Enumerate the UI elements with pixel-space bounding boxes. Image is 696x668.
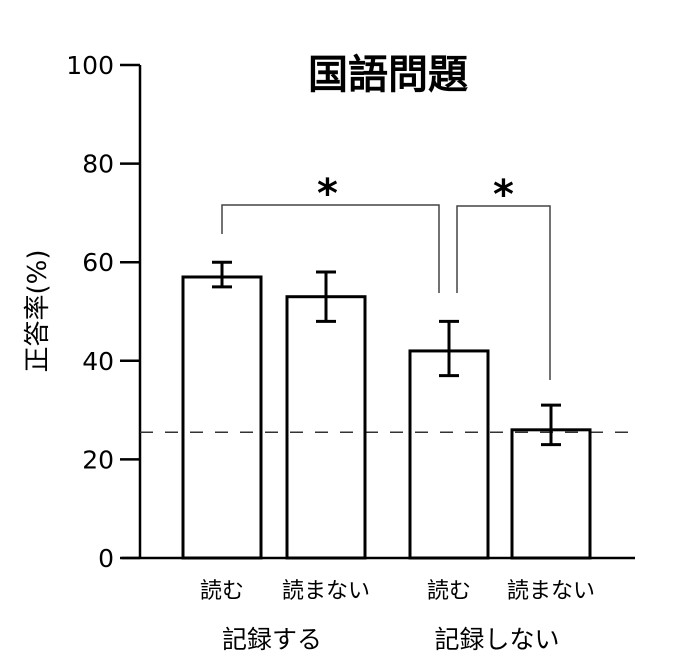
bars [181,260,592,560]
bar [181,260,263,560]
y-tick-label: 80 [82,150,114,179]
error-bar [439,319,459,378]
x-category-label: 読む [427,579,471,604]
y-tick-label: 60 [82,248,114,277]
significance-star: * [317,171,338,217]
y-axis-label-group: 正答率(%) [23,250,53,373]
x-category-label: 読まない [507,579,595,604]
y-tick-label: 100 [66,51,114,80]
x-group-label: 記録する [222,625,322,654]
y-tick-label: 0 [98,544,114,573]
significance-bracket: * [456,172,551,380]
y-tick-label: 20 [82,445,114,474]
chart-title: 国語問題 [308,52,468,98]
bar [285,270,367,560]
bar [510,403,592,560]
error-bar [212,260,232,289]
significance-bracket: * [221,171,440,293]
error-bar [541,403,561,447]
x-category-label: 読まない [282,579,370,604]
y-axis-label: 正答率(%) [23,250,53,373]
y-tick-label: 40 [82,347,114,376]
x-group-label: 記録しない [434,625,559,654]
bar [408,319,490,560]
significance-brackets: * * [221,171,551,380]
x-category-label: 読む [200,579,244,604]
significance-star: * [493,172,514,218]
error-bar [316,270,336,323]
